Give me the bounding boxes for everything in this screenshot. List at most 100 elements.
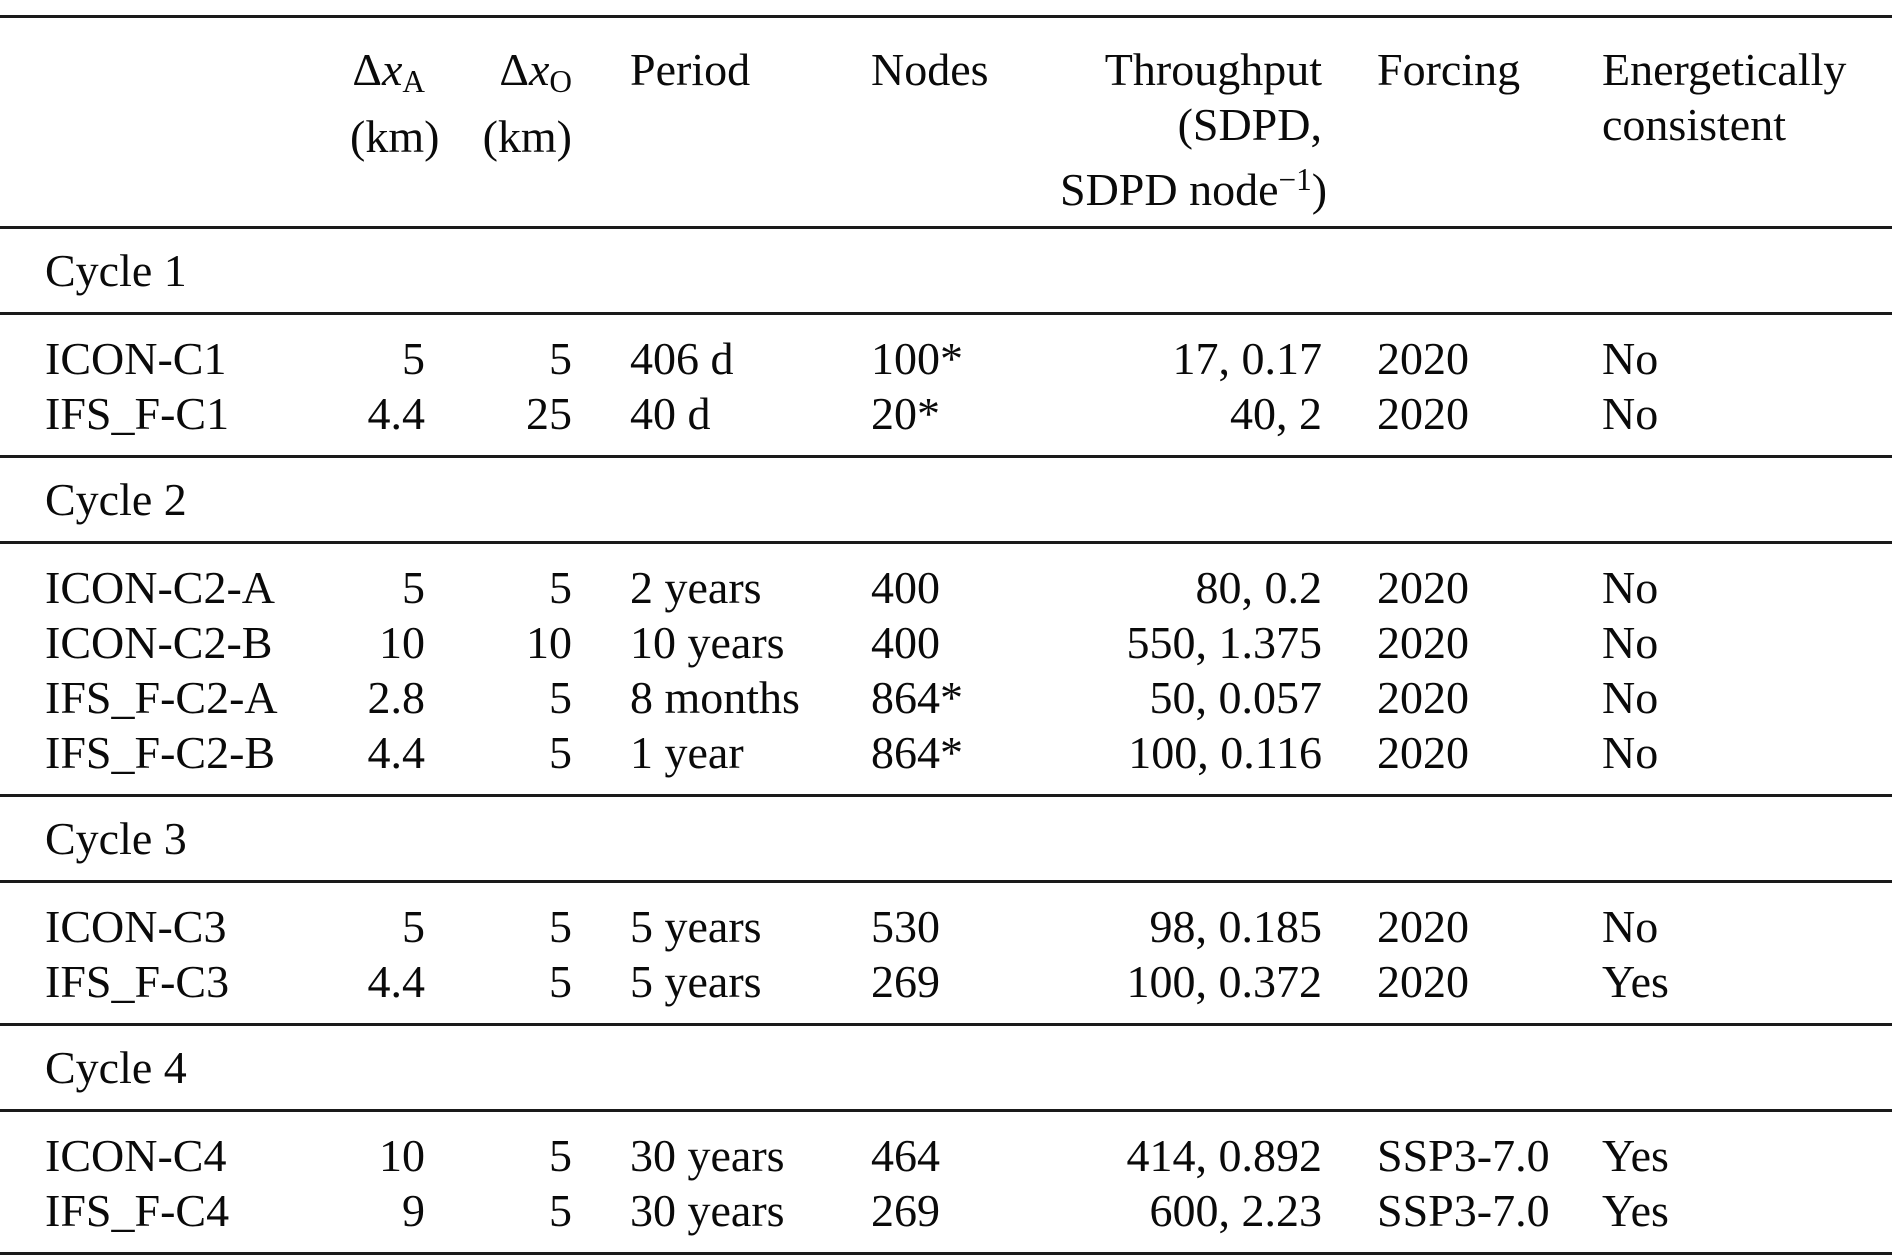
cell-run-name: IFS_F-C2-B xyxy=(0,725,350,797)
cell-run-name: ICON-C3 xyxy=(45,901,227,952)
col-header-period: Period xyxy=(580,15,855,229)
cell-nodes: 864* xyxy=(871,672,963,723)
cell-run-name: IFS_F-C2-A xyxy=(45,672,278,723)
cell-dxa: 10 xyxy=(379,1130,425,1181)
cell-dxo: 5 xyxy=(445,954,580,1026)
cell-dxo: 5 xyxy=(445,1183,580,1255)
table-row: IFS_F-C1 4.4 25 40 d 20* 40, 2 2020 No xyxy=(0,386,1892,458)
cell-forcing: SSP3-7.0 xyxy=(1377,1130,1550,1181)
table-row: IFS_F-C4 9 5 30 years 269 600, 2.23 SSP3… xyxy=(0,1183,1892,1255)
section-header-row: Cycle 2 xyxy=(0,456,1892,544)
cell-period: 40 d xyxy=(580,386,855,458)
table-row: ICON-C3 5 5 5 years 530 98, 0.185 2020 N… xyxy=(0,882,1892,955)
cell-dxo: 5 xyxy=(549,333,572,384)
cell-throughput: 414, 0.892 xyxy=(1126,1130,1323,1181)
col-header-forcing: Forcing xyxy=(1330,15,1590,229)
section-header-row: Cycle 1 xyxy=(0,227,1892,315)
cell-consistent: Yes xyxy=(1590,954,1892,1026)
cell-run-name: ICON-C4 xyxy=(45,1130,227,1181)
cell-period: 8 months xyxy=(630,672,800,723)
cell-run-name: ICON-C1 xyxy=(45,333,227,384)
cell-nodes: 864* xyxy=(855,725,1060,797)
col-header-empty xyxy=(0,15,350,229)
cell-throughput: 100, 0.372 xyxy=(1060,954,1330,1026)
cell-nodes: 100* xyxy=(871,333,963,384)
section-label-cycle-1: Cycle 1 xyxy=(0,227,1892,315)
cell-forcing: 2020 xyxy=(1330,725,1590,797)
cell-period: 2 years xyxy=(630,562,762,613)
cell-consistent: No xyxy=(1602,672,1659,723)
cell-consistent: No xyxy=(1602,333,1659,384)
cell-dxo: 5 xyxy=(445,725,580,797)
cell-throughput: 100, 0.116 xyxy=(1060,725,1330,797)
cell-throughput: 98, 0.185 xyxy=(1149,901,1323,952)
throughput-line3: SDPD node−1) xyxy=(1060,162,1328,215)
cell-nodes: 20* xyxy=(855,386,1060,458)
cell-period: 406 d xyxy=(630,333,734,384)
x-symbol: x xyxy=(528,44,550,95)
cell-run-name: ICON-C2-A xyxy=(45,562,275,613)
cell-dxa: 10 xyxy=(379,617,425,668)
cell-consistent: No xyxy=(1590,386,1892,458)
cell-nodes: 464 xyxy=(871,1130,940,1181)
cell-dxo: 5 xyxy=(549,1130,572,1181)
cell-dxa: 4.4 xyxy=(350,725,445,797)
cell-consistent: No xyxy=(1602,562,1659,613)
section-label-cycle-3: Cycle 3 xyxy=(0,795,1892,883)
section-header-row: Cycle 3 xyxy=(0,795,1892,883)
section-header-row: Cycle 4 xyxy=(0,1024,1892,1112)
cell-throughput: 80, 0.2 xyxy=(1195,562,1323,613)
cell-period: 5 years xyxy=(630,901,762,952)
cell-dxo: 25 xyxy=(445,386,580,458)
cell-forcing: 2020 xyxy=(1377,333,1469,384)
cell-dxa: 5 xyxy=(402,562,425,613)
col-header-energetically-consistent: Energetically consistent xyxy=(1590,15,1892,229)
section-label-cycle-2: Cycle 2 xyxy=(0,456,1892,544)
cell-forcing: 2020 xyxy=(1330,954,1590,1026)
cell-dxa: 4.4 xyxy=(350,386,445,458)
cell-nodes: 400 xyxy=(871,562,940,613)
cell-nodes: 269 xyxy=(855,1183,1060,1255)
delta-symbol: Δ xyxy=(352,44,382,95)
cell-dxa: 5 xyxy=(402,333,425,384)
cell-period: 30 years xyxy=(580,1183,855,1255)
col-header-throughput: Throughput (SDPD, SDPD node−1) xyxy=(1060,15,1330,229)
cell-nodes: 530 xyxy=(871,901,940,952)
cell-throughput: 40, 2 xyxy=(1060,386,1330,458)
throughput-line1: Throughput xyxy=(1104,44,1322,95)
cell-run-name: IFS_F-C1 xyxy=(0,386,350,458)
cell-consistent: No xyxy=(1602,617,1659,668)
cell-dxa: 4.4 xyxy=(350,954,445,1026)
cell-dxo: 5 xyxy=(549,562,572,613)
cell-period: 10 years xyxy=(630,617,785,668)
cell-run-name: IFS_F-C3 xyxy=(0,954,350,1026)
energetic-line1: Energetically xyxy=(1602,44,1847,95)
cell-dxa: 9 xyxy=(350,1183,445,1255)
delta-symbol: Δ xyxy=(499,44,529,95)
cell-forcing: 2020 xyxy=(1377,672,1469,723)
table-row: IFS_F-C2-A 2.8 5 8 months 864* 50, 0.057… xyxy=(0,670,1892,725)
table-row: ICON-C1 5 5 406 d 100* 17, 0.17 2020 No xyxy=(0,314,1892,387)
cell-period: 1 year xyxy=(580,725,855,797)
subscript-o: O xyxy=(549,63,572,99)
cell-dxo: 10 xyxy=(526,617,572,668)
cell-consistent: No xyxy=(1590,725,1892,797)
throughput-line2: (SDPD, xyxy=(1177,99,1322,150)
table-row: ICON-C4 10 5 30 years 464 414, 0.892 SSP… xyxy=(0,1111,1892,1184)
cell-dxo: 5 xyxy=(549,901,572,952)
cell-dxa: 2.8 xyxy=(367,672,426,723)
unit-km: (km) xyxy=(350,110,440,162)
cell-forcing: 2020 xyxy=(1377,562,1469,613)
table-row: ICON-C2-A 5 5 2 years 400 80, 0.2 2020 N… xyxy=(0,543,1892,616)
section-label-cycle-4: Cycle 4 xyxy=(0,1024,1892,1112)
cell-forcing: 2020 xyxy=(1330,386,1590,458)
cell-throughput: 550, 1.375 xyxy=(1126,617,1323,668)
unit-km: (km) xyxy=(482,110,572,162)
cell-throughput: 17, 0.17 xyxy=(1172,333,1323,384)
col-header-dxo: ΔxO (km) xyxy=(445,15,580,229)
energetic-line2: consistent xyxy=(1602,99,1786,150)
header-row: ΔxA (km) ΔxO (km) Period Nodes Throughpu… xyxy=(0,15,1892,229)
table-row: IFS_F-C3 4.4 5 5 years 269 100, 0.372 20… xyxy=(0,954,1892,1026)
table-row: IFS_F-C2-B 4.4 5 1 year 864* 100, 0.116 … xyxy=(0,725,1892,797)
col-header-nodes: Nodes xyxy=(855,15,1060,229)
